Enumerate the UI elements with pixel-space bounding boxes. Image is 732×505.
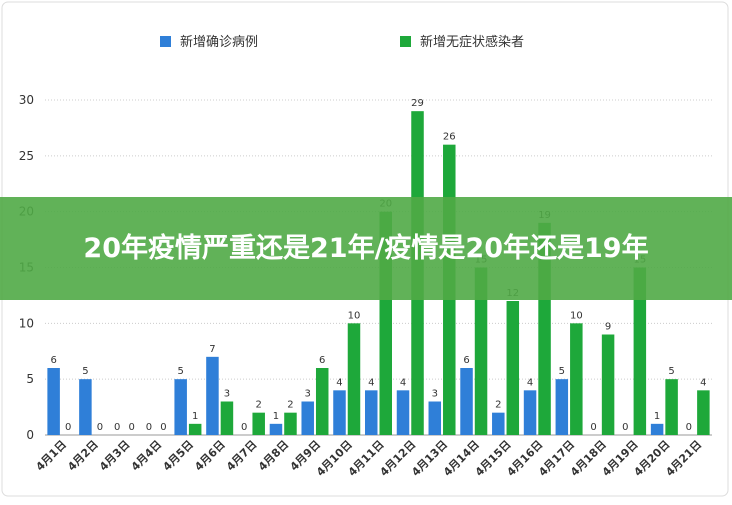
value-label: 4: [336, 377, 342, 388]
value-label: 1: [654, 411, 660, 422]
x-tick-label: 4月7日: [224, 438, 260, 474]
value-label: 5: [177, 366, 183, 377]
value-label: 2: [287, 400, 293, 411]
bar: [601, 334, 615, 435]
value-label: 1: [192, 411, 198, 422]
value-label: 3: [432, 389, 438, 400]
legend-swatch: [400, 36, 411, 47]
value-label: 9: [605, 322, 611, 333]
value-label: 6: [50, 355, 56, 366]
banner-text: 20年疫情严重还是21年/疫情是20年还是19年: [83, 232, 649, 264]
bar: [220, 401, 234, 435]
bar: [188, 423, 202, 435]
value-label: 6: [319, 355, 325, 366]
bar: [697, 390, 710, 435]
value-label: 4: [400, 377, 406, 388]
bar: [269, 423, 283, 435]
bar: [506, 301, 520, 435]
bar: [315, 368, 329, 435]
value-label: 2: [256, 400, 262, 411]
value-label: 0: [160, 422, 166, 433]
value-label: 5: [668, 366, 674, 377]
value-label: 0: [128, 422, 134, 433]
bar: [47, 368, 60, 435]
y-tick-label: 5: [26, 372, 34, 386]
value-label: 10: [570, 310, 583, 321]
x-tick-label: 4月6日: [192, 438, 228, 474]
value-label: 0: [686, 422, 692, 433]
value-label: 0: [114, 422, 120, 433]
bar: [365, 390, 378, 435]
bar: [492, 412, 505, 435]
banner: 20年疫情严重还是21年/疫情是20年还是19年: [0, 197, 732, 300]
bar: [523, 390, 537, 435]
y-tick-label: 25: [19, 149, 34, 163]
bar: [347, 323, 361, 435]
value-label: 4: [700, 377, 706, 388]
legend-swatch: [160, 36, 171, 47]
bar: [570, 323, 583, 435]
bar: [301, 401, 314, 435]
x-tick-label: 4月5日: [160, 438, 196, 474]
bar: [650, 423, 664, 435]
bar: [428, 401, 442, 435]
bar: [396, 390, 410, 435]
value-label: 0: [97, 422, 103, 433]
bar: [174, 379, 187, 435]
value-label: 26: [443, 132, 456, 143]
x-tick-label: 4月1日: [33, 438, 69, 474]
x-tick-label: 4月8日: [256, 438, 292, 474]
value-label: 2: [495, 400, 501, 411]
x-tick-label: 4月4日: [129, 438, 165, 474]
value-label: 4: [368, 377, 374, 388]
value-label: 0: [590, 422, 596, 433]
x-tick-label: 4月3日: [97, 438, 133, 474]
value-label: 10: [348, 310, 361, 321]
bar: [665, 379, 678, 435]
value-label: 6: [463, 355, 469, 366]
bar: [252, 412, 265, 435]
value-label: 3: [224, 389, 230, 400]
value-label: 1: [273, 411, 279, 422]
value-label: 3: [305, 389, 311, 400]
bar: [79, 379, 92, 435]
value-label: 4: [527, 377, 533, 388]
bar: [284, 412, 297, 435]
bar: [333, 390, 346, 435]
y-tick-label: 0: [26, 428, 34, 442]
value-label: 0: [146, 422, 152, 433]
bar: [633, 267, 647, 435]
value-label: 0: [622, 422, 628, 433]
value-label: 0: [65, 422, 71, 433]
legend-label: 新增确诊病例: [180, 34, 258, 50]
x-tick-label: 4月2日: [65, 438, 101, 474]
value-label: 5: [82, 366, 88, 377]
legend-label: 新增无症状感染者: [420, 34, 524, 50]
y-tick-label: 10: [19, 316, 34, 330]
value-label: 5: [559, 366, 565, 377]
bar: [206, 356, 219, 435]
value-label: 0: [241, 422, 247, 433]
bar: [474, 267, 488, 435]
y-tick-label: 30: [19, 93, 34, 107]
bar: [555, 379, 569, 435]
value-label: 29: [411, 98, 424, 109]
bar: [460, 368, 473, 435]
value-label: 7: [209, 344, 215, 355]
